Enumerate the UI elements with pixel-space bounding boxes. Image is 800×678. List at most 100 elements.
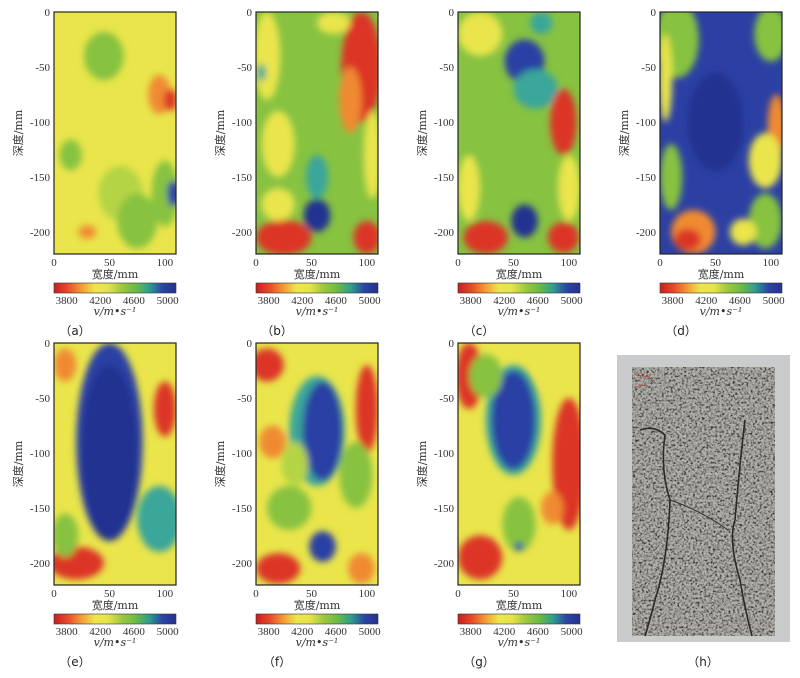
panel-caption: （e）: [59, 655, 90, 669]
colorbar-tick-label: 4600: [325, 626, 348, 638]
velocity-region: [78, 225, 97, 239]
heatmap-field: [458, 343, 580, 585]
heatmap-panel-d: 0 -50 -100 -150 -200 0 50 100 宽度/mm 深度/mm 3800 4200…: [617, 7, 785, 338]
velocity-region: [305, 155, 329, 199]
colorbar-tick-label: 4600: [123, 626, 146, 638]
velocity-region: [261, 188, 295, 221]
heatmap-regions: [256, 348, 378, 584]
heatmap-field: [660, 12, 782, 254]
y-tick-label: -100: [232, 448, 253, 460]
velocity-region: [117, 193, 158, 249]
colorbar-tick-label: 4200: [493, 295, 516, 307]
heatmap-field: [256, 343, 378, 585]
velocity-region: [256, 348, 284, 382]
heatmap-field: [458, 12, 580, 254]
velocity-region: [339, 442, 373, 508]
y-tick-label: -150: [30, 172, 51, 184]
velocity-region: [317, 12, 351, 34]
y-tick-label: 0: [449, 338, 455, 350]
velocity-region: [458, 155, 481, 221]
y-tick-label: -100: [636, 117, 657, 129]
panel-caption: （c）: [464, 324, 495, 338]
y-axis-label: 深度/mm: [617, 109, 631, 156]
colorbar-label: v/m•s⁻¹: [94, 636, 137, 649]
panel-caption: （f）: [263, 655, 291, 669]
x-axis-label: 宽度/mm: [698, 267, 745, 281]
velocity-region: [550, 89, 577, 155]
colorbar-tick-label: 3800: [662, 295, 685, 307]
y-tick-label: -200: [30, 227, 51, 239]
velocity-region: [660, 34, 673, 122]
velocity-region: [557, 155, 580, 221]
colorbar-tick-label: 4600: [527, 295, 550, 307]
velocity-region: [59, 139, 82, 171]
heatmap-panel-g: 0 -50 -100 -150 -200 0 50 100 宽度/mm 深度/mm 3800 4200…: [415, 338, 583, 669]
velocity-region: [729, 218, 757, 246]
x-tick-label: 0: [51, 588, 57, 600]
colorbar-tick-label: 3800: [56, 626, 79, 638]
heatmap-panel-a: 0 -50 -100 -150 -200 0 50 100 宽度/mm 深度/mm 3800 4200…: [11, 7, 179, 338]
colorbar-label: v/m•s⁻¹: [498, 636, 541, 649]
colorbar-tick-label: 3800: [460, 295, 483, 307]
y-tick-label: -100: [434, 117, 455, 129]
x-tick-label: 100: [359, 257, 376, 269]
colorbar: [457, 613, 581, 625]
x-tick-label: 50: [104, 588, 116, 600]
velocity-region: [535, 343, 558, 387]
velocity-region: [261, 111, 295, 177]
panel-caption: （d）: [665, 324, 697, 338]
x-axis-label: 宽度/mm: [92, 598, 139, 612]
velocity-region: [530, 12, 553, 34]
colorbar-tick-label: 3800: [56, 295, 79, 307]
plot-frame: [255, 11, 379, 255]
velocity-region: [303, 199, 331, 232]
velocity-region: [687, 72, 744, 172]
heatmap-panel-c: 0 -50 -100 -150 -200 0 50 100 宽度/mm 深度/mm 3800 4200…: [415, 7, 583, 338]
colorbar-tick-label: 4200: [291, 295, 314, 307]
y-tick-label: -100: [434, 448, 455, 460]
velocity-region: [309, 531, 336, 562]
heatmap-field: [54, 343, 176, 585]
y-tick-label: -150: [232, 503, 253, 515]
velocity-region: [550, 546, 577, 580]
y-tick-label: -50: [237, 62, 252, 74]
heatmap-field: [256, 12, 378, 254]
velocity-region: [256, 12, 281, 100]
y-axis-label: 深度/mm: [213, 109, 227, 156]
plot-frame: [457, 342, 581, 586]
x-tick-label: 0: [51, 257, 57, 269]
y-axis-label: 深度/mm: [213, 440, 227, 487]
velocity-region: [491, 370, 536, 470]
colorbar: [659, 282, 783, 294]
panel-caption-h: （h）: [687, 655, 719, 669]
colorbar: [255, 282, 379, 294]
x-axis-label: 宽度/mm: [294, 267, 341, 281]
velocity-region: [353, 221, 378, 254]
velocity-region: [153, 381, 176, 437]
y-tick-label: -200: [30, 558, 51, 570]
velocity-region: [660, 144, 683, 210]
x-tick-label: 100: [157, 588, 174, 600]
velocity-region: [259, 425, 286, 459]
velocity-region: [748, 193, 782, 249]
y-tick-label: -50: [439, 62, 454, 74]
y-tick-label: -50: [35, 62, 50, 74]
velocity-region: [81, 365, 138, 541]
velocity-region: [151, 563, 176, 585]
y-tick-label: 0: [45, 7, 51, 19]
velocity-region: [469, 354, 503, 398]
y-tick-label: -50: [237, 393, 252, 405]
heatmap-regions: [59, 31, 176, 249]
colorbar-tick-label: 4600: [527, 626, 550, 638]
x-axis-label: 宽度/mm: [496, 267, 543, 281]
velocity-region: [363, 111, 378, 199]
colorbar-tick-label: 4200: [89, 295, 112, 307]
velocity-region: [502, 497, 536, 552]
x-tick-label: 100: [763, 257, 780, 269]
colorbar-label: v/m•s⁻¹: [296, 636, 339, 649]
y-tick-label: -200: [434, 558, 455, 570]
x-tick-label: 50: [710, 257, 722, 269]
velocity-region: [54, 513, 79, 558]
colorbar-tick-label: 4200: [695, 295, 718, 307]
